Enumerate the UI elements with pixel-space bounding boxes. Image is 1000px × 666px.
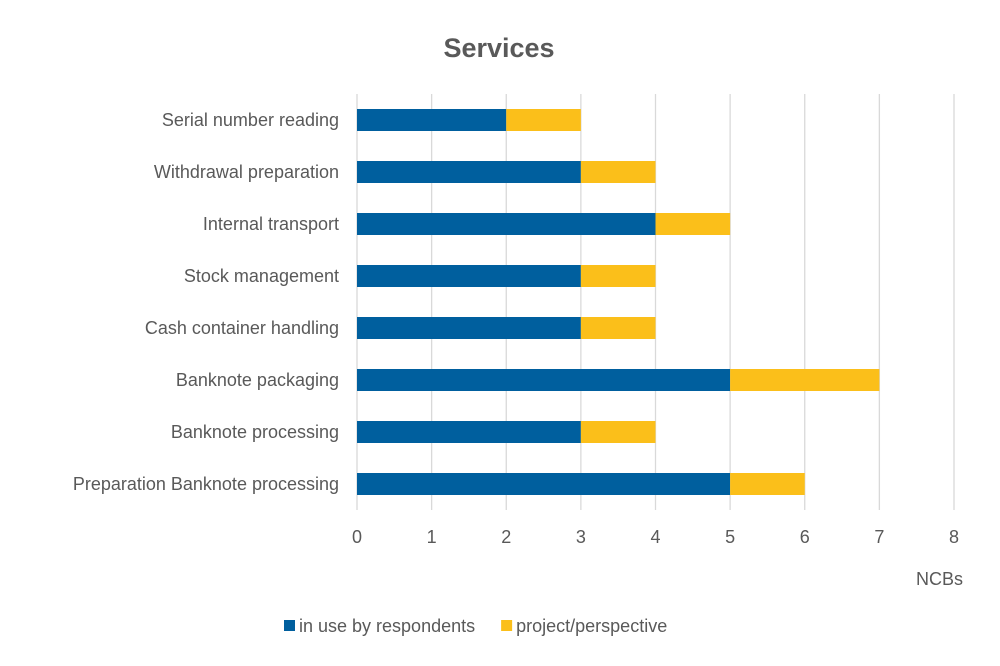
x-tick-label: 6 (800, 527, 810, 547)
bar-in-use (357, 369, 731, 391)
bar-in-use (357, 109, 507, 131)
bar-project (655, 213, 731, 235)
legend-swatch (284, 620, 295, 631)
x-tick-label: 5 (725, 527, 735, 547)
x-tick-label: 2 (501, 527, 511, 547)
x-tick-label: 3 (576, 527, 586, 547)
category-label: Withdrawal preparation (154, 162, 339, 182)
category-label: Internal transport (203, 214, 339, 234)
bar-project (580, 265, 656, 287)
category-label: Preparation Banknote processing (73, 474, 339, 494)
x-tick-label: 0 (352, 527, 362, 547)
x-tick-label: 8 (949, 527, 959, 547)
bar-in-use (357, 421, 581, 443)
bar-project (506, 109, 581, 131)
x-tick-label: 7 (874, 527, 884, 547)
bar-project (580, 161, 656, 183)
category-label: Banknote packaging (176, 370, 339, 390)
chart-title: Services (443, 33, 554, 63)
bar-project (580, 421, 656, 443)
bar-project (730, 473, 805, 495)
x-axis-label: NCBs (916, 569, 963, 589)
bar-in-use (357, 317, 581, 339)
legend-swatch (501, 620, 513, 631)
category-label: Stock management (184, 266, 339, 286)
bar-in-use (357, 213, 656, 235)
category-label: Serial number reading (162, 110, 339, 130)
x-tick-label: 4 (650, 527, 660, 547)
legend-label: in use by respondents (299, 616, 475, 636)
category-label: Banknote processing (171, 422, 339, 442)
legend: in use by respondents project/perspective (284, 616, 667, 636)
bar-in-use (357, 265, 581, 287)
legend-label: project/perspective (516, 616, 667, 636)
bar-in-use (357, 161, 581, 183)
bar-project (730, 369, 880, 391)
bar-project (580, 317, 656, 339)
x-tick-label: 1 (427, 527, 437, 547)
category-label: Cash container handling (145, 318, 339, 338)
bar-in-use (357, 473, 731, 495)
